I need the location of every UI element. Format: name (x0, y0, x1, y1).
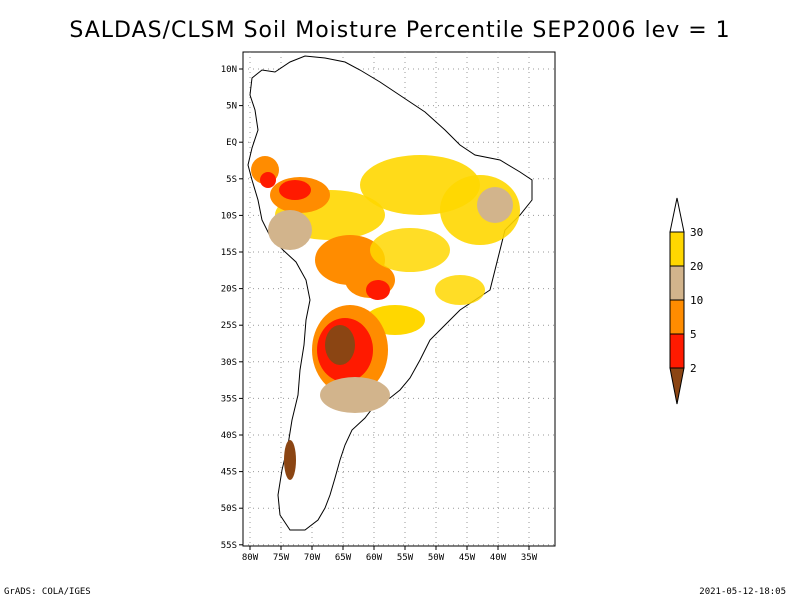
latitude-label: 15S (221, 248, 237, 258)
latitude-label: 55S (221, 541, 237, 551)
longitude-label: 45W (459, 553, 476, 563)
colorbar-segment (669, 333, 685, 369)
colorbar: 30 20 10 5 2 (669, 197, 703, 405)
longitude-label: 35W (521, 553, 538, 563)
colorbar-label: 2 (690, 362, 697, 375)
longitude-label: 60W (366, 553, 383, 563)
footer-credit: GrADS: COLA/IGES (4, 587, 91, 597)
latitude-label: 10S (221, 211, 237, 221)
longitude-label: 50W (428, 553, 445, 563)
longitude-labels: 80W 75W 70W 65W 60W 55W 50W 45W 40W 35W (242, 546, 538, 563)
latitude-label: 45S (221, 468, 237, 478)
latitude-label: 5S (226, 175, 237, 185)
latitude-labels: 10N 5N EQ 5S 10S 15S 20S 25S 30S 35S 40S 45S 50S 55S (221, 65, 243, 551)
longitude-label: 55W (397, 553, 414, 563)
soil-moisture-field (251, 155, 520, 480)
latitude-label: 40S (221, 431, 237, 441)
colorbar-segment (669, 231, 685, 267)
colorbar-segment (669, 265, 685, 301)
latitude-label: 5N (226, 102, 237, 112)
latitude-label: 30S (221, 358, 237, 368)
longitude-label: 70W (304, 553, 321, 563)
longitude-label: 65W (335, 553, 352, 563)
latitude-label: 20S (221, 285, 237, 295)
colorbar-bottom-cap (669, 367, 685, 405)
longitude-label: 40W (490, 553, 507, 563)
footer-timestamp: 2021-05-12-18:05 (699, 587, 786, 597)
map-title: SALDAS/CLSM Soil Moisture Percentile SEP… (69, 18, 731, 43)
longitude-label: 80W (242, 553, 259, 563)
colorbar-label: 30 (690, 226, 703, 239)
longitude-label: 75W (273, 553, 290, 563)
map-plot-area: 10N5NEQ5S10S15S20S25S30S35S40S45S50S55S … (221, 51, 556, 563)
colorbar-top-cap (669, 197, 685, 233)
latitude-label: 50S (221, 504, 237, 514)
latitude-label: 25S (221, 321, 237, 331)
latitude-label: 35S (221, 394, 237, 404)
colorbar-label: 20 (690, 260, 703, 273)
latitude-label: EQ (226, 138, 237, 148)
colorbar-segment (669, 299, 685, 335)
colorbar-label: 5 (690, 328, 697, 341)
latitude-label: 10N (221, 65, 237, 75)
colorbar-label: 10 (690, 294, 703, 307)
